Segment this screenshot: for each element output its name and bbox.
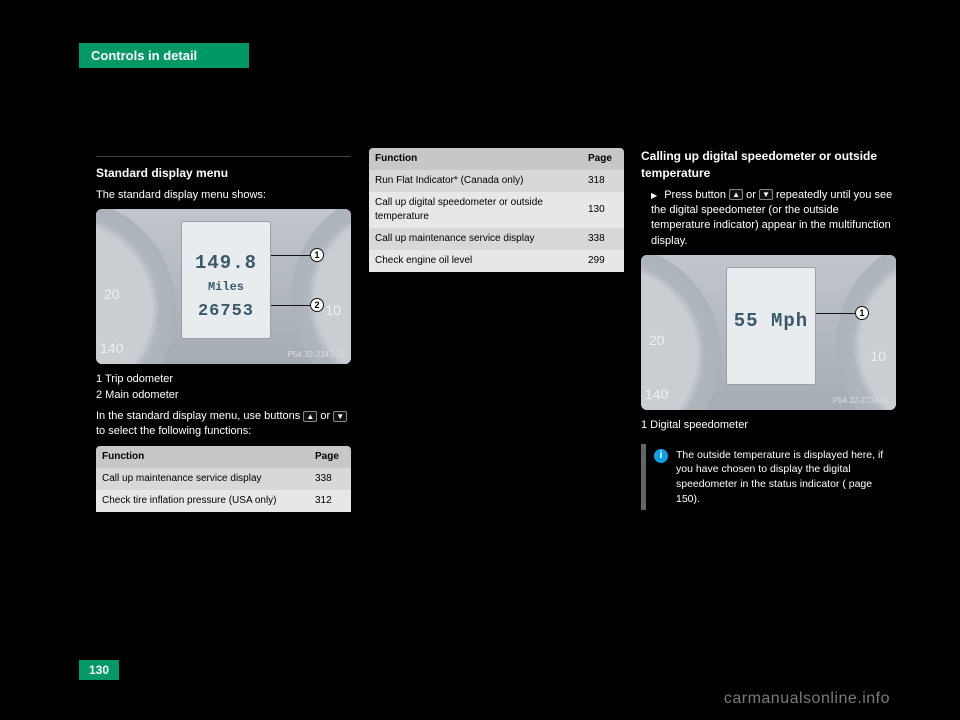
function-table-middle: Function Page Run Flat Indicator* (Canad… bbox=[369, 148, 624, 272]
th-page: Page bbox=[582, 148, 624, 170]
legend-speed: 1 Digital speedometer bbox=[641, 418, 896, 433]
tick-140: 140 bbox=[100, 339, 123, 359]
trip-value: 149.8 bbox=[182, 250, 270, 277]
step-1: Press button ▲ or ▼ repeatedly until you… bbox=[651, 188, 896, 250]
function-table-left: Function Page Call up maintenance servic… bbox=[96, 446, 351, 512]
th-function: Function bbox=[369, 148, 582, 170]
button-down-glyph: ▼ bbox=[759, 189, 773, 200]
watermark: carmanualsonline.info bbox=[724, 690, 890, 708]
speedometer-gauge-image: 20 140 10 55 Mph 1 P54.32-2734-31 bbox=[641, 255, 896, 410]
speed-value: 55 Mph bbox=[727, 308, 815, 335]
digital-speed-heading: Calling up digital speedometer or outsid… bbox=[641, 148, 896, 182]
table-cell: 312 bbox=[309, 490, 351, 512]
tick-10: 10 bbox=[325, 301, 341, 321]
tick-10: 10 bbox=[870, 347, 886, 367]
table-cell: Run Flat Indicator* (Canada only) bbox=[369, 170, 582, 192]
legend-2: 2 Main odometer bbox=[96, 388, 351, 403]
info-icon: i bbox=[654, 449, 668, 463]
intro-text: The standard display menu shows: bbox=[96, 188, 351, 203]
photo-ref: P54.32-2734-31 bbox=[833, 395, 890, 406]
column-left: Standard display menu The standard displ… bbox=[96, 148, 351, 512]
trip-unit: Miles bbox=[182, 279, 270, 296]
table-cell: 338 bbox=[582, 228, 624, 250]
photo-ref: P54.32-2347-31 bbox=[288, 349, 345, 360]
info-note-text: The outside temperature is displayed her… bbox=[676, 448, 892, 507]
table-cell: 318 bbox=[582, 170, 624, 192]
table-cell: Call up maintenance service display bbox=[96, 468, 309, 490]
body-text: In the standard display menu, use button… bbox=[96, 409, 351, 440]
table-cell: Check tire inflation pressure (USA only) bbox=[96, 490, 309, 512]
column-middle: Function Page Run Flat Indicator* (Canad… bbox=[369, 148, 624, 272]
lcd-panel: 149.8 Miles 26753 bbox=[181, 221, 271, 339]
info-note: i The outside temperature is displayed h… bbox=[641, 444, 896, 511]
button-down-glyph: ▼ bbox=[333, 411, 347, 422]
tick-140: 140 bbox=[645, 385, 668, 405]
tick-20: 20 bbox=[104, 285, 120, 305]
lcd-panel: 55 Mph bbox=[726, 267, 816, 385]
column-right: Calling up digital speedometer or outsid… bbox=[641, 148, 896, 510]
section-tab: Controls in detail bbox=[79, 43, 249, 68]
table-cell: 130 bbox=[582, 192, 624, 228]
section-title: Control system bbox=[119, 69, 221, 85]
th-page: Page bbox=[309, 446, 351, 468]
table-cell: Call up digital speedometer or outside t… bbox=[369, 192, 582, 228]
standard-display-heading: Standard display menu bbox=[96, 165, 351, 182]
legend-1: 1 Trip odometer bbox=[96, 372, 351, 387]
th-function: Function bbox=[96, 446, 309, 468]
table-cell: 338 bbox=[309, 468, 351, 490]
tick-20: 20 bbox=[649, 331, 665, 351]
divider bbox=[96, 156, 351, 157]
button-up-glyph: ▲ bbox=[729, 189, 743, 200]
odo-value: 26753 bbox=[182, 300, 270, 324]
table-cell: Call up maintenance service display bbox=[369, 228, 582, 250]
button-up-glyph: ▲ bbox=[303, 411, 317, 422]
odometer-gauge-image: 20 140 10 149.8 Miles 26753 1 2 P54.32-2… bbox=[96, 209, 351, 364]
table-cell: 299 bbox=[582, 250, 624, 272]
table-cell: Check engine oil level bbox=[369, 250, 582, 272]
page-number: 130 bbox=[79, 660, 119, 680]
